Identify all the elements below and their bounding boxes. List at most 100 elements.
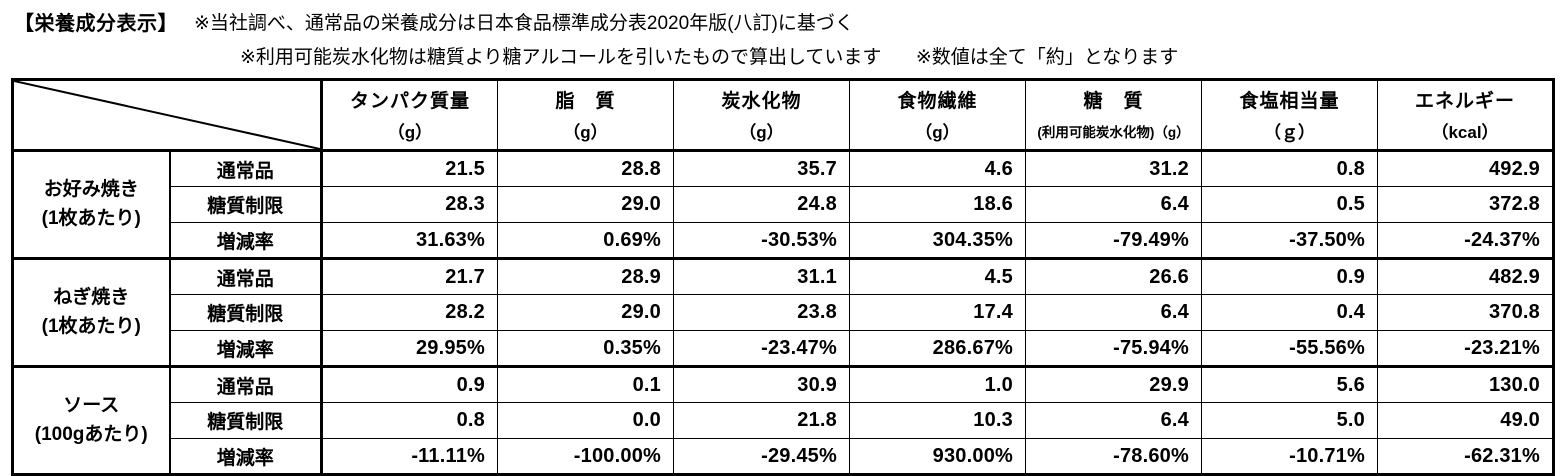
value-cell: 0.8 [321,402,498,439]
product-name-sauce: ソース (100gあたり) [12,365,171,475]
value-cell: -11.11% [321,438,498,475]
value-cell: 18.6 [849,186,1026,223]
value-cell: -62.31% [1377,438,1554,475]
caption-area: 【栄養成分表示】 ※当社調べ、通常品の栄養成分は日本食品標準成分表2020年版(… [0,0,1566,69]
row-label: 糖質制限 [168,402,323,439]
value-cell: 21.8 [673,402,850,439]
value-cell: 29.95% [321,330,498,367]
row-label: 糖質制限 [168,186,323,223]
value-cell: -23.21% [1377,330,1554,367]
value-cell: -55.56% [1201,330,1378,367]
value-cell: -30.53% [673,222,850,259]
table-row: 増減率 29.95% 0.35% -23.47% 286.67% -75.94%… [13,330,1554,367]
value-cell: 304.35% [849,222,1026,259]
page-title: 【栄養成分表示】 [14,13,178,35]
value-cell: -75.94% [1025,330,1202,367]
value-cell: -10.71% [1201,438,1378,475]
value-cell: 130.0 [1377,365,1554,403]
value-cell: 10.3 [849,402,1026,439]
note-source: ※当社調べ、通常品の栄養成分は日本食品標準成分表2020年版(八訂)に基づく [194,13,854,34]
nutrition-table: タンパク質量 （g） 脂 質 （g） 炭水化物 （g） 食物繊維 （g） 糖 質… [11,78,1555,476]
diagonal-line [14,81,318,148]
col-header-salt: 食塩相当量 （ｇ） [1201,79,1378,152]
row-label: 増減率 [168,222,323,259]
value-cell: 0.5 [1201,186,1378,223]
table-row: ソース (100gあたり) 通常品 0.9 0.1 30.9 1.0 29.9 … [12,365,1554,475]
product-name-okonomiyaki: お好み焼き (1枚あたり) [12,149,171,259]
value-cell: 0.9 [1201,257,1378,295]
value-cell: 28.9 [497,257,674,295]
header-row: タンパク質量 （g） 脂 質 （g） 炭水化物 （g） 食物繊維 （g） 糖 質… [12,79,1554,152]
table-row: 糖質制限 28.2 29.0 23.8 17.4 6.4 0.4 370.8 [13,294,1554,331]
value-cell: 31.2 [1025,149,1202,187]
value-cell: 6.4 [1025,294,1202,331]
value-cell: 24.8 [673,186,850,223]
value-cell: 0.9 [321,365,498,403]
value-cell: -78.60% [1025,438,1202,475]
value-cell: 29.0 [497,186,674,223]
table-row: 増減率 -11.11% -100.00% -29.45% 930.00% -78… [13,438,1554,475]
value-cell: 0.1 [497,365,674,403]
value-cell: 21.7 [321,257,498,295]
product-name-negiyaki: ねぎ焼き (1枚あたり) [12,257,171,367]
value-cell: 0.8 [1201,149,1378,187]
value-cell: 370.8 [1377,294,1554,331]
col-header-energy: エネルギー （kcal） [1377,79,1554,152]
value-cell: -100.00% [497,438,674,475]
value-cell: 5.6 [1201,365,1378,403]
value-cell: 35.7 [673,149,850,187]
table-row: お好み焼き (1枚あたり) 通常品 21.5 28.8 35.7 4.6 31.… [12,149,1554,259]
value-cell: -37.50% [1201,222,1378,259]
row-label: 通常品 [168,257,323,295]
value-cell: 0.69% [497,222,674,259]
table-row: 糖質制限 28.3 29.0 24.8 18.6 6.4 0.5 372.8 [13,186,1554,223]
value-cell: 0.0 [497,402,674,439]
value-cell: 30.9 [673,365,850,403]
value-cell: -29.45% [673,438,850,475]
table-row: 糖質制限 0.8 0.0 21.8 10.3 6.4 5.0 49.0 [13,402,1554,439]
value-cell: 28.2 [321,294,498,331]
value-cell: 49.0 [1377,402,1554,439]
row-label: 通常品 [168,149,323,187]
value-cell: 4.5 [849,257,1026,295]
table-row: ねぎ焼き (1枚あたり) 通常品 21.7 28.9 31.1 4.5 26.6… [12,257,1554,367]
row-label: 増減率 [168,438,323,475]
value-cell: 372.8 [1377,186,1554,223]
value-cell: 1.0 [849,365,1026,403]
value-cell: -23.47% [673,330,850,367]
value-cell: 26.6 [1025,257,1202,295]
col-header-carbohydrate: 炭水化物 （g） [673,79,850,152]
value-cell: 29.9 [1025,365,1202,403]
value-cell: 0.4 [1201,294,1378,331]
diagonal-header-cell [12,79,323,152]
value-cell: 23.8 [673,294,850,331]
value-cell: 29.0 [497,294,674,331]
value-cell: 21.5 [321,149,498,187]
value-cell: 6.4 [1025,402,1202,439]
table-row: 増減率 31.63% 0.69% -30.53% 304.35% -79.49%… [13,222,1554,259]
col-header-fiber: 食物繊維 （g） [849,79,1026,152]
value-cell: 930.00% [849,438,1026,475]
col-header-fat: 脂 質 （g） [497,79,674,152]
row-label: 増減率 [168,330,323,367]
col-header-protein: タンパク質量 （g） [321,79,498,152]
value-cell: 28.3 [321,186,498,223]
caption-line2: ※利用可能炭水化物は糖質より糖アルコールを引いたもので算出しています ※数値は全… [240,42,1566,69]
value-cell: 5.0 [1201,402,1378,439]
value-cell: 31.63% [321,222,498,259]
value-cell: 17.4 [849,294,1026,331]
row-label: 糖質制限 [168,294,323,331]
value-cell: 286.67% [849,330,1026,367]
value-cell: 492.9 [1377,149,1554,187]
note-carb-calc: ※利用可能炭水化物は糖質より糖アルコールを引いたもので算出しています [240,47,882,68]
value-cell: 0.35% [497,330,674,367]
value-cell: 6.4 [1025,186,1202,223]
note-approx: ※数値は全て「約」となります [915,47,1179,68]
value-cell: 482.9 [1377,257,1554,295]
col-header-sugar: 糖 質 (利用可能炭水化物)（g） [1025,79,1202,152]
value-cell: 28.8 [497,149,674,187]
value-cell: -79.49% [1025,222,1202,259]
caption-line1: 【栄養成分表示】 ※当社調べ、通常品の栄養成分は日本食品標準成分表2020年版(… [14,7,1566,36]
value-cell: 31.1 [673,257,850,295]
value-cell: -24.37% [1377,222,1554,259]
